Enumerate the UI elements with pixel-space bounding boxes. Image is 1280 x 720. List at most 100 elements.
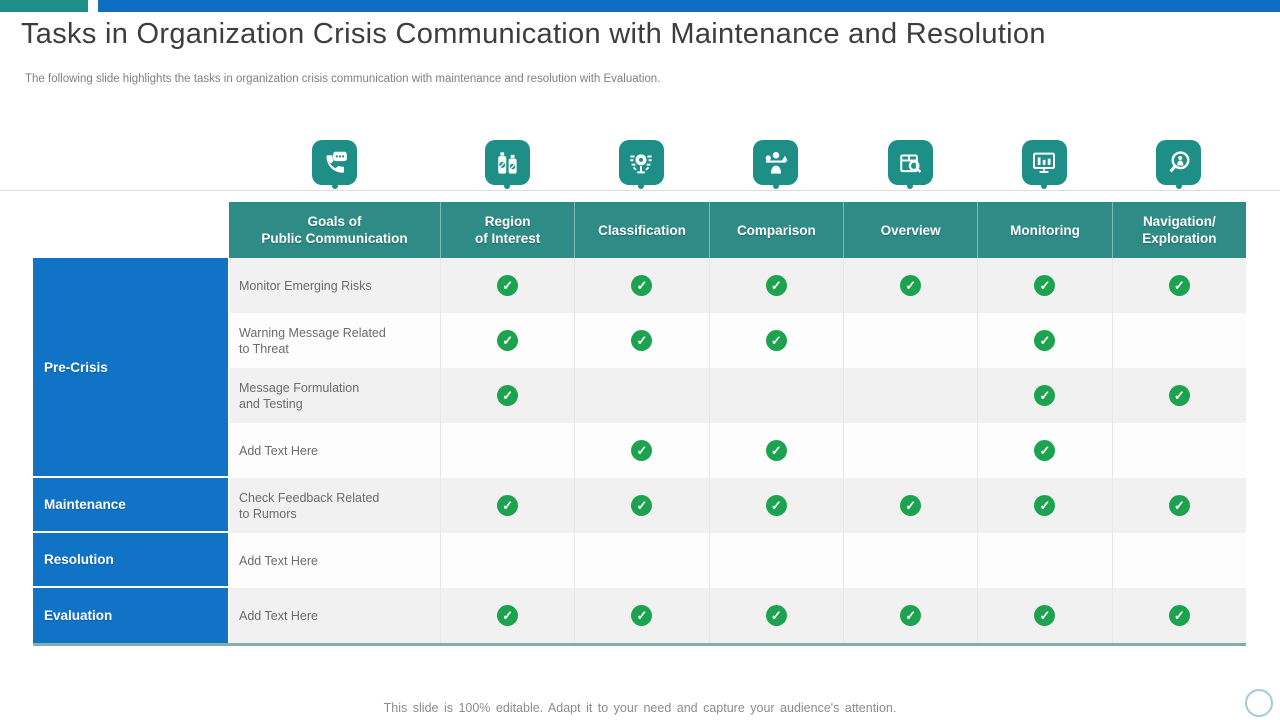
column-header-region: Region of Interest [440,202,574,258]
top-accent-bar-blue [98,0,1280,12]
check-icon: ✓ [765,275,787,296]
column-dot-cell [1112,183,1246,189]
check-icon: ✓ [1168,275,1190,296]
check-cell: ✓ [574,258,708,313]
table-body: Pre-Crisis Maintenance Resolution Evaluatio… [33,258,1246,643]
check-cell: ✓ [440,258,574,313]
connector-dot [1175,183,1182,189]
group-label-evaluation: Evaluation [33,588,228,643]
check-icon: ✓ [900,495,922,516]
table-row: Message Formulation and Testing ✓ ✓ ✓ [229,368,1246,423]
check-icon: ✓ [1034,275,1056,296]
table-rows: Monitor Emerging Risks ✓ ✓ ✓ ✓ ✓ ✓ Warning Mess… [229,258,1246,643]
footer-note: This slide is 100% editable. Adapt it to… [383,701,897,715]
check-cell [1111,533,1246,588]
table-header-row: Goals of Public Communication Region of I… [229,202,1246,258]
column-icon-cell [1112,140,1246,185]
check-icon: ✓ [631,440,653,461]
check-icon: ✓ [631,495,653,516]
check-cell: ✓ [1111,368,1246,423]
gear-network-icon [618,140,664,185]
check-cell [708,368,843,423]
connector-dot [772,183,779,189]
check-cell: ✓ [708,423,843,478]
column-icon-cell [440,140,574,185]
person-balance-icon [753,140,799,185]
group-labels-column: Pre-Crisis Maintenance Resolution Evaluatio… [33,258,228,643]
column-dot-cell [843,183,977,189]
column-dot-cell [709,183,843,189]
check-cell [440,533,574,588]
package-magnifier-icon [887,140,933,185]
check-cell: ✓ [708,588,843,643]
bottles-badge-icon [484,140,530,185]
column-icon-cell [574,140,708,185]
column-header-overview: Overview [842,202,977,258]
check-cell [842,313,977,368]
check-cell: ✓ [842,478,977,533]
check-cell: ✓ [574,478,708,533]
check-icon: ✓ [1034,440,1056,461]
column-header-classification: Classification [574,202,708,258]
check-icon: ✓ [765,330,787,351]
check-cell: ✓ [440,478,574,533]
check-icon: ✓ [1034,385,1056,406]
column-header-navigation: Navigation/ Exploration [1111,202,1246,258]
check-cell: ✓ [977,313,1111,368]
check-cell: ✓ [977,423,1111,478]
check-icon: ✓ [497,385,519,406]
table-row: Add Text Here [229,533,1246,588]
column-dot-cell [229,183,440,189]
check-cell: ✓ [708,478,843,533]
column-icon-cell [843,140,977,185]
check-cell: ✓ [977,478,1111,533]
check-cell [842,423,977,478]
check-icon: ✓ [900,275,922,296]
table-row: Warning Message Related to Threat ✓ ✓ ✓ ✓ [229,313,1246,368]
table-row: Check Feedback Related to Rumors ✓ ✓ ✓ ✓ ✓ ✓ [229,478,1246,533]
column-header-comparison: Comparison [708,202,843,258]
check-cell [574,533,708,588]
check-cell [842,368,977,423]
task-label: Check Feedback Related to Rumors [239,490,380,521]
dots-row [229,183,1246,189]
connector-dot [907,183,914,189]
check-icon: ✓ [1168,605,1190,626]
monitor-chart-icon [1021,140,1067,185]
page-subtitle: The following slide highlights the tasks… [25,73,661,85]
check-cell: ✓ [708,313,843,368]
check-cell: ✓ [708,258,843,313]
group-label-pre-crisis: Pre-Crisis [33,258,228,476]
task-label: Add Text Here [239,553,318,568]
icons-row [229,140,1246,185]
check-icon: ✓ [497,495,519,516]
check-cell: ✓ [1111,258,1246,313]
check-cell: ✓ [977,368,1111,423]
check-cell: ✓ [1111,588,1246,643]
check-icon: ✓ [900,605,922,626]
check-cell [977,533,1111,588]
check-icon: ✓ [765,605,787,626]
column-dot-cell [574,183,708,189]
check-cell: ✓ [1111,478,1246,533]
check-cell [1111,423,1246,478]
check-icon: ✓ [631,330,653,351]
connector-dot [638,183,645,189]
task-label: Add Text Here [239,608,318,623]
column-header-monitoring: Monitoring [977,202,1111,258]
check-icon: ✓ [1034,495,1056,516]
task-label: Monitor Emerging Risks [239,278,372,293]
task-label: Message Formulation and Testing [239,380,360,411]
check-cell [708,533,843,588]
top-accent-bar-teal [0,0,88,12]
column-icon-cell [709,140,843,185]
check-cell: ✓ [842,258,977,313]
page-title: Tasks in Organization Crisis Communicati… [21,18,1046,50]
corner-circle [1245,689,1273,717]
check-cell: ✓ [977,588,1111,643]
check-cell: ✓ [574,313,708,368]
check-cell: ✓ [440,588,574,643]
check-cell: ✓ [977,258,1111,313]
check-cell [574,368,708,423]
